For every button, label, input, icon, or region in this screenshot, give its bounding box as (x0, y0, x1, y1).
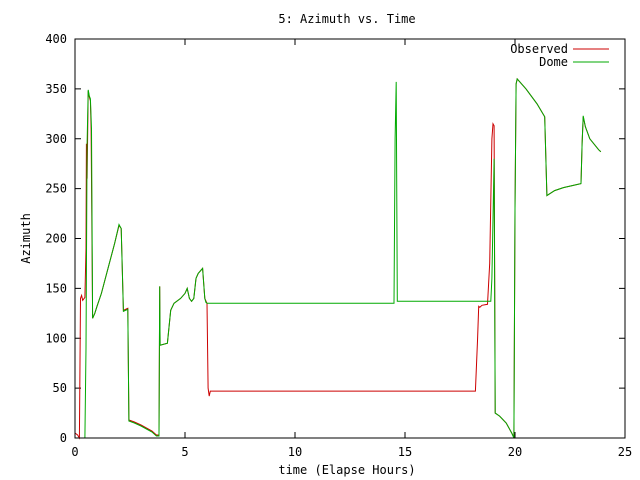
x-tick-label: 25 (618, 445, 632, 459)
series-layer (74, 77, 602, 440)
y-tick-label: 200 (45, 232, 67, 246)
x-tick-label: 20 (508, 445, 522, 459)
x-tick-label: 15 (398, 445, 412, 459)
y-tick-label: 100 (45, 331, 67, 345)
y-axis-label: Azimuth (19, 213, 33, 264)
y-tick-label: 0 (60, 431, 67, 445)
legend-label-observed: Observed (510, 42, 568, 56)
y-tick-label: 150 (45, 281, 67, 295)
series-line-observed (74, 77, 602, 440)
x-axis-label: time (Elapse Hours) (278, 463, 415, 477)
y-tick-label: 50 (53, 381, 67, 395)
x-tick-label: 10 (288, 445, 302, 459)
series-line-dome (84, 77, 602, 439)
legend-label-dome: Dome (539, 55, 568, 69)
y-tick-label: 350 (45, 82, 67, 96)
y-tick-label: 300 (45, 132, 67, 146)
y-tick-label: 400 (45, 32, 67, 46)
x-tick-label: 0 (71, 445, 78, 459)
x-tick-label: 5 (181, 445, 188, 459)
plot-frame (74, 38, 626, 439)
y-tick-label: 250 (45, 182, 67, 196)
chart-title: 5: Azimuth vs. Time (278, 12, 415, 26)
